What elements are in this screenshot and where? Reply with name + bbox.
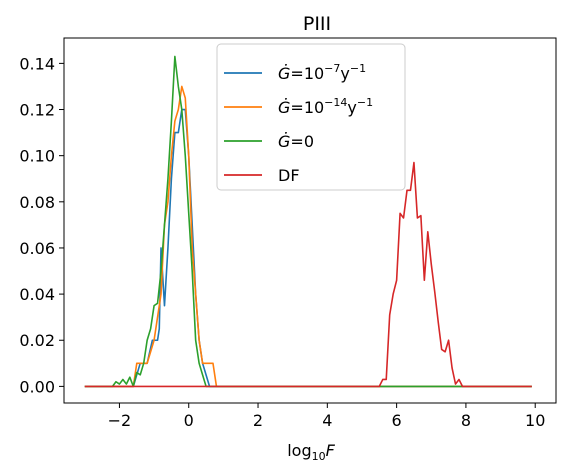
y-tick-label: 0.10 [19,147,55,166]
plot-area [84,55,532,388]
x-axis-label-sub: 10 [312,450,326,463]
x-tick-label: 8 [461,411,471,430]
y-tick-label: 0.14 [19,54,55,73]
y-tick-label: 0.00 [19,377,55,396]
y-tick-label: 0.12 [19,101,55,120]
x-tick-label: 2 [253,411,263,430]
legend: Ġ=10−7y−1 Ġ=10−14y−1 Ġ=0 DF [216,43,406,191]
legend-label-3: DF [278,166,300,185]
x-axis-label-base: log [287,441,311,460]
series-line-1 [84,85,532,388]
legend-label-1: Ġ=10−14y−1 [278,96,373,117]
series-line-3 [84,161,532,388]
legend-box [216,43,406,191]
plot-frame [63,37,557,404]
x-tick-label: −2 [108,411,132,430]
legend-label-0: Ġ=10−7y−1 [278,62,366,83]
y-tick-label: 0.06 [19,239,55,258]
x-tick-label: 10 [525,411,545,430]
chart-title: PIII [303,13,331,35]
x-tick-label: 4 [322,411,332,430]
y-tick-label: 0.04 [19,285,55,304]
y-axis: 0.00 0.02 0.04 0.06 0.08 0.10 0.12 0.14 [19,54,64,396]
x-axis: −2 0 2 4 6 8 10 [108,403,545,430]
x-tick-label: 0 [184,411,194,430]
x-tick-label: 6 [392,411,402,430]
legend-label-2: Ġ=0 [278,132,314,151]
y-tick-label: 0.08 [19,193,55,212]
y-tick-label: 0.02 [19,331,55,350]
x-axis-label: log10F [287,441,335,463]
x-axis-label-var: F [326,441,336,460]
